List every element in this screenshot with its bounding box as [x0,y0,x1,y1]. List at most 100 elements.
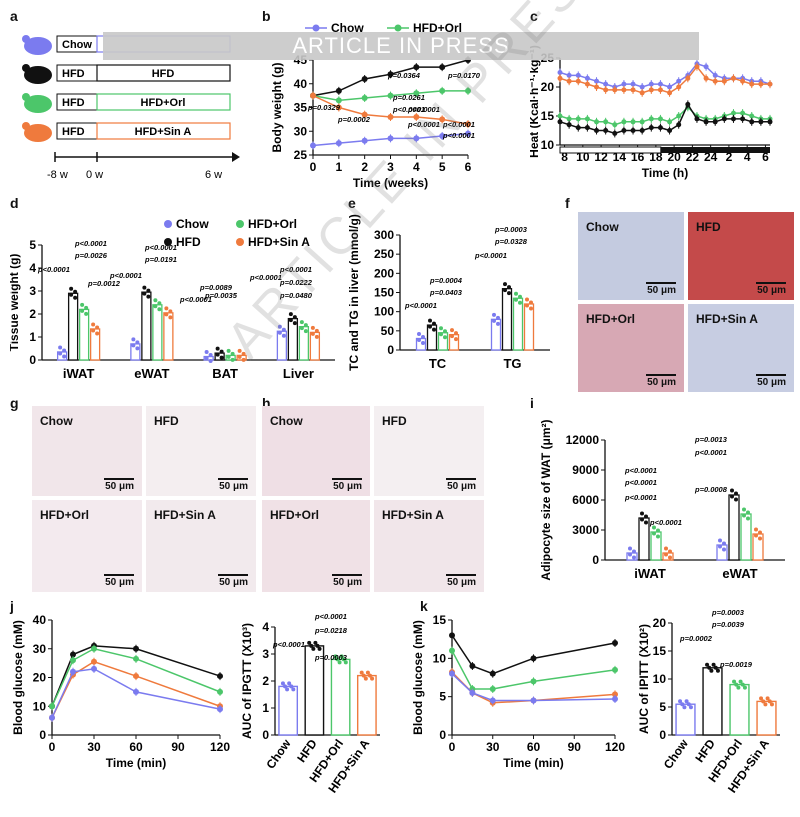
data-point [667,128,673,133]
data-point [612,640,618,646]
x-tick-label: 2 [361,160,368,174]
pre-label: HFD [62,126,85,138]
y-tick-label: 3000 [572,523,599,537]
p-value: p=0.0013 [694,435,728,444]
dot [769,702,774,707]
dot [131,343,136,348]
dot [146,288,151,293]
dot [303,323,308,328]
y-tick-label: 0 [262,728,269,742]
pre-label: Chow [62,39,92,51]
data-point [465,130,471,137]
p-value: p=0.0222 [279,278,313,287]
data-point [730,116,736,122]
dot [313,640,318,645]
dot [765,696,770,701]
bar-HFD [67,292,79,361]
p-value: p<0.0001 [74,239,107,248]
y-tick-label: 0 [29,353,36,367]
bar-HFD+Orl [650,531,662,561]
dot [664,546,668,551]
dot [711,662,716,667]
data-point [639,128,645,133]
dot [168,309,173,314]
dot [131,337,136,342]
p-value: p=0.0403 [429,288,463,297]
bar-HFD+Sin A [752,533,764,561]
data-point [557,113,563,119]
data-point [439,64,446,71]
legend-d-orl: HFD+Orl [248,217,297,231]
dot [668,549,672,554]
p-value: p=0.0026 [74,251,108,260]
y-tick-label: 10 [653,672,667,686]
bar-HFD+Sin A [662,552,674,561]
dot [518,294,522,299]
bar-HFD [214,352,225,361]
data-point [530,678,537,685]
series-line-Chow [559,62,771,88]
data-point [612,695,618,702]
dot [507,285,511,290]
data-point [612,666,618,673]
dot [204,356,209,361]
y-tick-label: 20 [653,616,667,630]
data-point [361,76,368,82]
data-point [657,125,663,131]
dot [281,333,286,338]
y-tick-label: 15 [653,644,667,658]
bar-Chow [130,343,141,361]
p-value: p=0.0008 [694,485,728,494]
y-tick-label: 3 [29,284,36,298]
dot [454,337,458,342]
dot [644,514,648,519]
y-tick-label: 30 [294,124,308,138]
dot [341,657,346,662]
dot [652,525,656,530]
dot [157,307,162,312]
dot [529,300,533,305]
dot [281,327,286,332]
micro-g-chow: Chow 50 μm [32,406,142,496]
category-label: TC [429,356,447,371]
legend-b: Chow HFD+Orl [305,21,462,35]
p-value: p<0.0001 [179,295,212,304]
bar-HFD [702,667,723,736]
dot [740,682,745,687]
p-value: p<0.0001 [649,518,682,527]
data-point [694,64,700,70]
dot [230,357,235,362]
p-value: p<0.0001 [474,251,507,260]
data-point [612,87,618,93]
data-point [335,97,342,104]
p-value: p=0.0218 [314,626,348,635]
dot [335,657,340,662]
data-point [361,95,368,101]
data-point [310,92,316,99]
chart-ipgtt: 0 10 20 30 40 0 30 60 90 120 Time (min) Blood gluco… [11,613,230,770]
bar-HFD+Sin A [356,674,377,736]
data-point [712,119,718,125]
y-tick-label: 100 [374,305,394,319]
dot [80,308,85,313]
data-point [712,78,718,84]
dot [722,547,726,552]
dot [208,359,213,364]
data-point [449,670,455,677]
data-point [439,87,446,94]
y-tick-label: 150 [374,286,394,300]
dot [365,670,370,675]
data-point [449,647,455,654]
data-point [730,75,736,81]
dot [417,338,421,342]
dot [421,335,425,339]
data-point [667,119,673,125]
dot [69,292,74,297]
bar-Chow [490,318,502,351]
x-tick-label: 8 [561,150,568,164]
panel-letter-b: b [262,8,271,24]
panel-letter-k: k [420,598,428,614]
dot [514,297,518,302]
bar-Chow [675,703,696,736]
